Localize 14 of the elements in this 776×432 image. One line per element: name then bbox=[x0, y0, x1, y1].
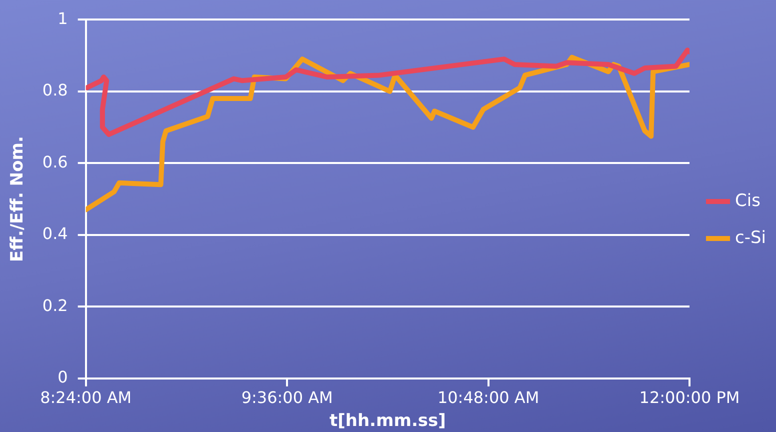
x-tick-label: 9:36:00 AM bbox=[241, 388, 333, 408]
y-tick-label: 0.2 bbox=[42, 296, 68, 315]
legend-label: Cis bbox=[735, 190, 761, 211]
legend-label: c-Si bbox=[735, 228, 766, 248]
y-axis-title: Eff./Eff. Nom. bbox=[8, 136, 28, 262]
y-tick-label: 0.8 bbox=[42, 80, 68, 100]
x-tick-label: 8:24:00 AM bbox=[40, 388, 132, 408]
y-tick-label: 0.6 bbox=[42, 152, 68, 172]
y-tick-label: 0.4 bbox=[42, 224, 68, 244]
y-tick-label: 0 bbox=[58, 368, 68, 387]
x-tick-label: 12:00:00 PM bbox=[639, 388, 740, 408]
x-tick-label: 10:48:00 AM bbox=[437, 388, 540, 408]
y-tick-label: 1 bbox=[58, 8, 68, 28]
x-axis-title: t[hh.mm.ss] bbox=[329, 411, 446, 432]
